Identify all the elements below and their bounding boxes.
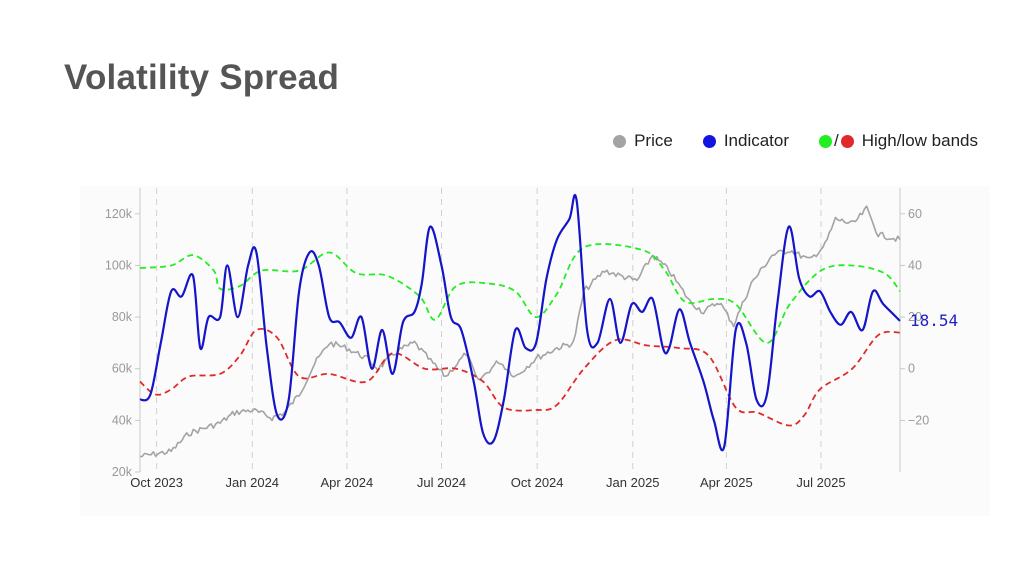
right-y-tick-label: 40 [908,258,922,272]
left-y-tick-label: 80k [112,310,133,324]
left-y-tick-label: 60k [112,362,133,376]
x-tick-label: Oct 2024 [511,475,564,490]
left-y-tick-label: 40k [112,413,133,427]
left-y-tick-label: 100k [105,258,133,272]
x-tick-label: Jul 2025 [796,475,845,490]
right-y-tick-label: −20 [908,413,929,427]
legend-bands-separator: / [834,131,839,150]
legend-label-bands: High/low bands [861,131,978,150]
right-y-tick-label: 20 [908,310,922,324]
indicator-dot-icon [702,134,716,148]
low-band-line [139,327,901,427]
x-tick-label: Jul 2024 [417,475,466,490]
high-band-dot-icon [819,134,833,148]
high-band-line [139,243,901,344]
right-y-tick-label: 60 [908,207,922,221]
indicator-series-line [139,193,901,452]
x-tick-label: Apr 2025 [700,475,753,490]
low-band-dot-icon [840,134,854,148]
legend-item-price[interactable]: Price [613,131,673,151]
legend: Price Indicator / High/low bands [613,131,978,151]
price-dot-icon [613,134,627,148]
plot-background [80,186,990,516]
x-tick-label: Jan 2024 [226,475,280,490]
x-tick-label: Oct 2023 [130,475,183,490]
right-y-tick-label: 0 [908,362,915,376]
chart-title: Volatility Spread [64,58,340,97]
price-series-line [140,205,901,458]
legend-label-price: Price [634,131,673,150]
x-tick-label: Apr 2024 [321,475,374,490]
left-y-tick-label: 120k [105,207,133,221]
legend-label-indicator: Indicator [723,131,790,150]
legend-item-indicator[interactable]: Indicator [702,131,790,151]
x-tick-label: Jan 2025 [606,475,660,490]
indicator-last-value-label: 18.54 [910,311,958,330]
legend-item-bands[interactable]: / High/low bands [819,131,978,151]
left-y-tick-label: 20k [112,465,133,479]
